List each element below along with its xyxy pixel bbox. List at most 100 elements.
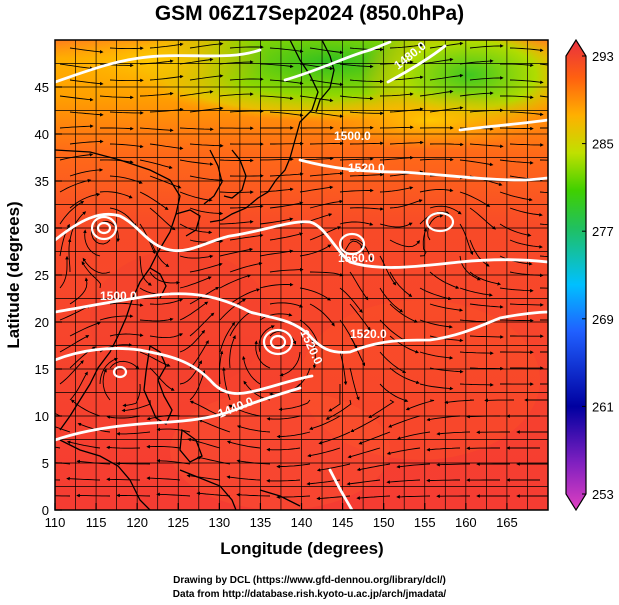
streamline <box>76 459 111 465</box>
streamline <box>379 92 414 97</box>
streamline <box>149 271 180 285</box>
streamline <box>419 57 454 65</box>
streamline <box>299 95 334 103</box>
streamline <box>299 287 331 301</box>
streamline <box>509 271 544 278</box>
streamline <box>66 476 101 481</box>
streamline <box>228 404 261 417</box>
streamline <box>156 458 191 465</box>
streamline <box>116 493 151 498</box>
streamline <box>55 426 71 433</box>
streamline <box>309 47 344 55</box>
streamline <box>229 288 261 305</box>
streamline <box>109 302 144 307</box>
streamline <box>429 106 464 113</box>
streamline <box>459 59 494 65</box>
streamline <box>179 191 213 202</box>
streamline <box>459 383 494 387</box>
streamline <box>229 335 236 369</box>
streamline <box>499 223 532 237</box>
streamline <box>276 495 311 499</box>
streamline <box>499 191 533 202</box>
streamline <box>269 267 304 273</box>
streamline <box>358 431 391 445</box>
streamline <box>106 445 141 450</box>
streamline <box>196 491 231 497</box>
streamline <box>318 431 351 445</box>
streamline <box>539 95 548 98</box>
streamline <box>469 239 490 267</box>
streamline <box>149 367 175 391</box>
y-tick-label: 40 <box>35 127 49 142</box>
streamline <box>469 207 497 230</box>
streamline <box>69 168 104 177</box>
x-tick-label: 110 <box>45 515 66 530</box>
streamline <box>59 255 69 289</box>
y-tick-label: 15 <box>35 362 49 377</box>
streamline <box>499 126 534 131</box>
streamline <box>419 287 452 301</box>
streamline <box>389 335 419 354</box>
streamline <box>259 217 294 225</box>
streamline <box>179 223 213 235</box>
streamline <box>389 107 424 113</box>
streamline <box>219 298 247 321</box>
y-axis: 0 5 10 15 20 25 30 35 40 45 <box>35 80 62 518</box>
streamline <box>389 140 424 145</box>
streamline <box>69 192 101 209</box>
streamline <box>347 447 381 459</box>
streamline <box>339 157 374 161</box>
streamline <box>469 335 504 339</box>
streamline <box>388 415 421 428</box>
streamline <box>236 425 271 433</box>
streamline <box>368 399 395 419</box>
streamline <box>509 79 544 84</box>
streamline <box>109 333 144 337</box>
streamline <box>106 477 141 482</box>
y-tick-label: 25 <box>35 268 49 283</box>
streamline <box>419 157 454 162</box>
streamline <box>299 244 332 257</box>
streamline <box>179 329 206 353</box>
streamline <box>346 479 381 486</box>
streamline <box>76 493 111 498</box>
x-tick-label: 160 <box>455 515 477 530</box>
streamline <box>198 419 231 433</box>
streamline <box>149 333 184 339</box>
y-tick-label: 45 <box>35 80 49 95</box>
streamline <box>69 139 104 145</box>
streamline <box>339 287 363 314</box>
x-tick-label: 125 <box>167 515 189 530</box>
streamline <box>389 271 413 297</box>
streamline <box>500 95 534 100</box>
streamline <box>419 188 454 193</box>
colorbar-tick-label: 261 <box>592 399 614 414</box>
streamline <box>269 47 304 53</box>
streamline <box>242 355 261 385</box>
streamline <box>219 350 224 385</box>
streamline <box>466 414 500 419</box>
streamline <box>219 247 254 257</box>
streamline <box>59 305 91 321</box>
x-axis-label: Longitude (degrees) <box>220 539 383 558</box>
streamline <box>349 79 384 84</box>
streamline <box>299 319 320 347</box>
streamline <box>469 44 504 49</box>
streamline <box>219 220 254 225</box>
streamline <box>509 207 543 217</box>
x-tick-label: 145 <box>332 515 354 530</box>
x-tick-label: 155 <box>414 515 436 530</box>
streamline <box>509 303 544 307</box>
streamline <box>229 233 264 241</box>
streamline <box>149 143 184 150</box>
streamline <box>309 271 344 277</box>
streamline <box>99 314 134 321</box>
streamline <box>67 238 72 273</box>
streamline <box>429 142 464 147</box>
streamline <box>266 415 301 421</box>
streamline <box>149 239 170 268</box>
streamline <box>236 459 271 465</box>
streamline <box>459 159 494 167</box>
colorbar-tick-label: 285 <box>592 137 614 152</box>
